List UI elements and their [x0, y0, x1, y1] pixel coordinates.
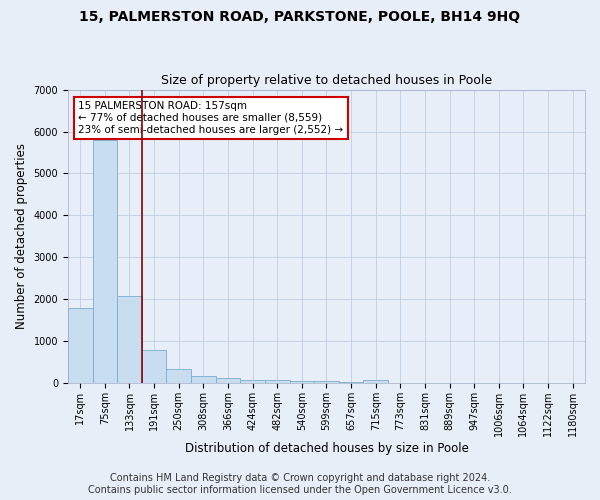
Bar [92, 140, 117, 384]
Title: Size of property relative to detached houses in Poole: Size of property relative to detached ho… [161, 74, 492, 87]
Bar [142, 350, 166, 384]
Bar [240, 380, 265, 384]
Bar [265, 380, 290, 384]
Bar [191, 376, 215, 384]
Bar [166, 369, 191, 384]
Bar [215, 378, 240, 384]
Bar [117, 296, 142, 384]
Bar [364, 380, 388, 384]
Bar [290, 381, 314, 384]
Y-axis label: Number of detached properties: Number of detached properties [15, 144, 28, 330]
Text: Contains HM Land Registry data © Crown copyright and database right 2024.
Contai: Contains HM Land Registry data © Crown c… [88, 474, 512, 495]
Bar [314, 382, 339, 384]
Bar [68, 308, 92, 384]
Text: 15 PALMERSTON ROAD: 157sqm
← 77% of detached houses are smaller (8,559)
23% of s: 15 PALMERSTON ROAD: 157sqm ← 77% of deta… [78, 102, 343, 134]
Text: 15, PALMERSTON ROAD, PARKSTONE, POOLE, BH14 9HQ: 15, PALMERSTON ROAD, PARKSTONE, POOLE, B… [79, 10, 521, 24]
X-axis label: Distribution of detached houses by size in Poole: Distribution of detached houses by size … [185, 442, 469, 455]
Bar [339, 382, 364, 384]
